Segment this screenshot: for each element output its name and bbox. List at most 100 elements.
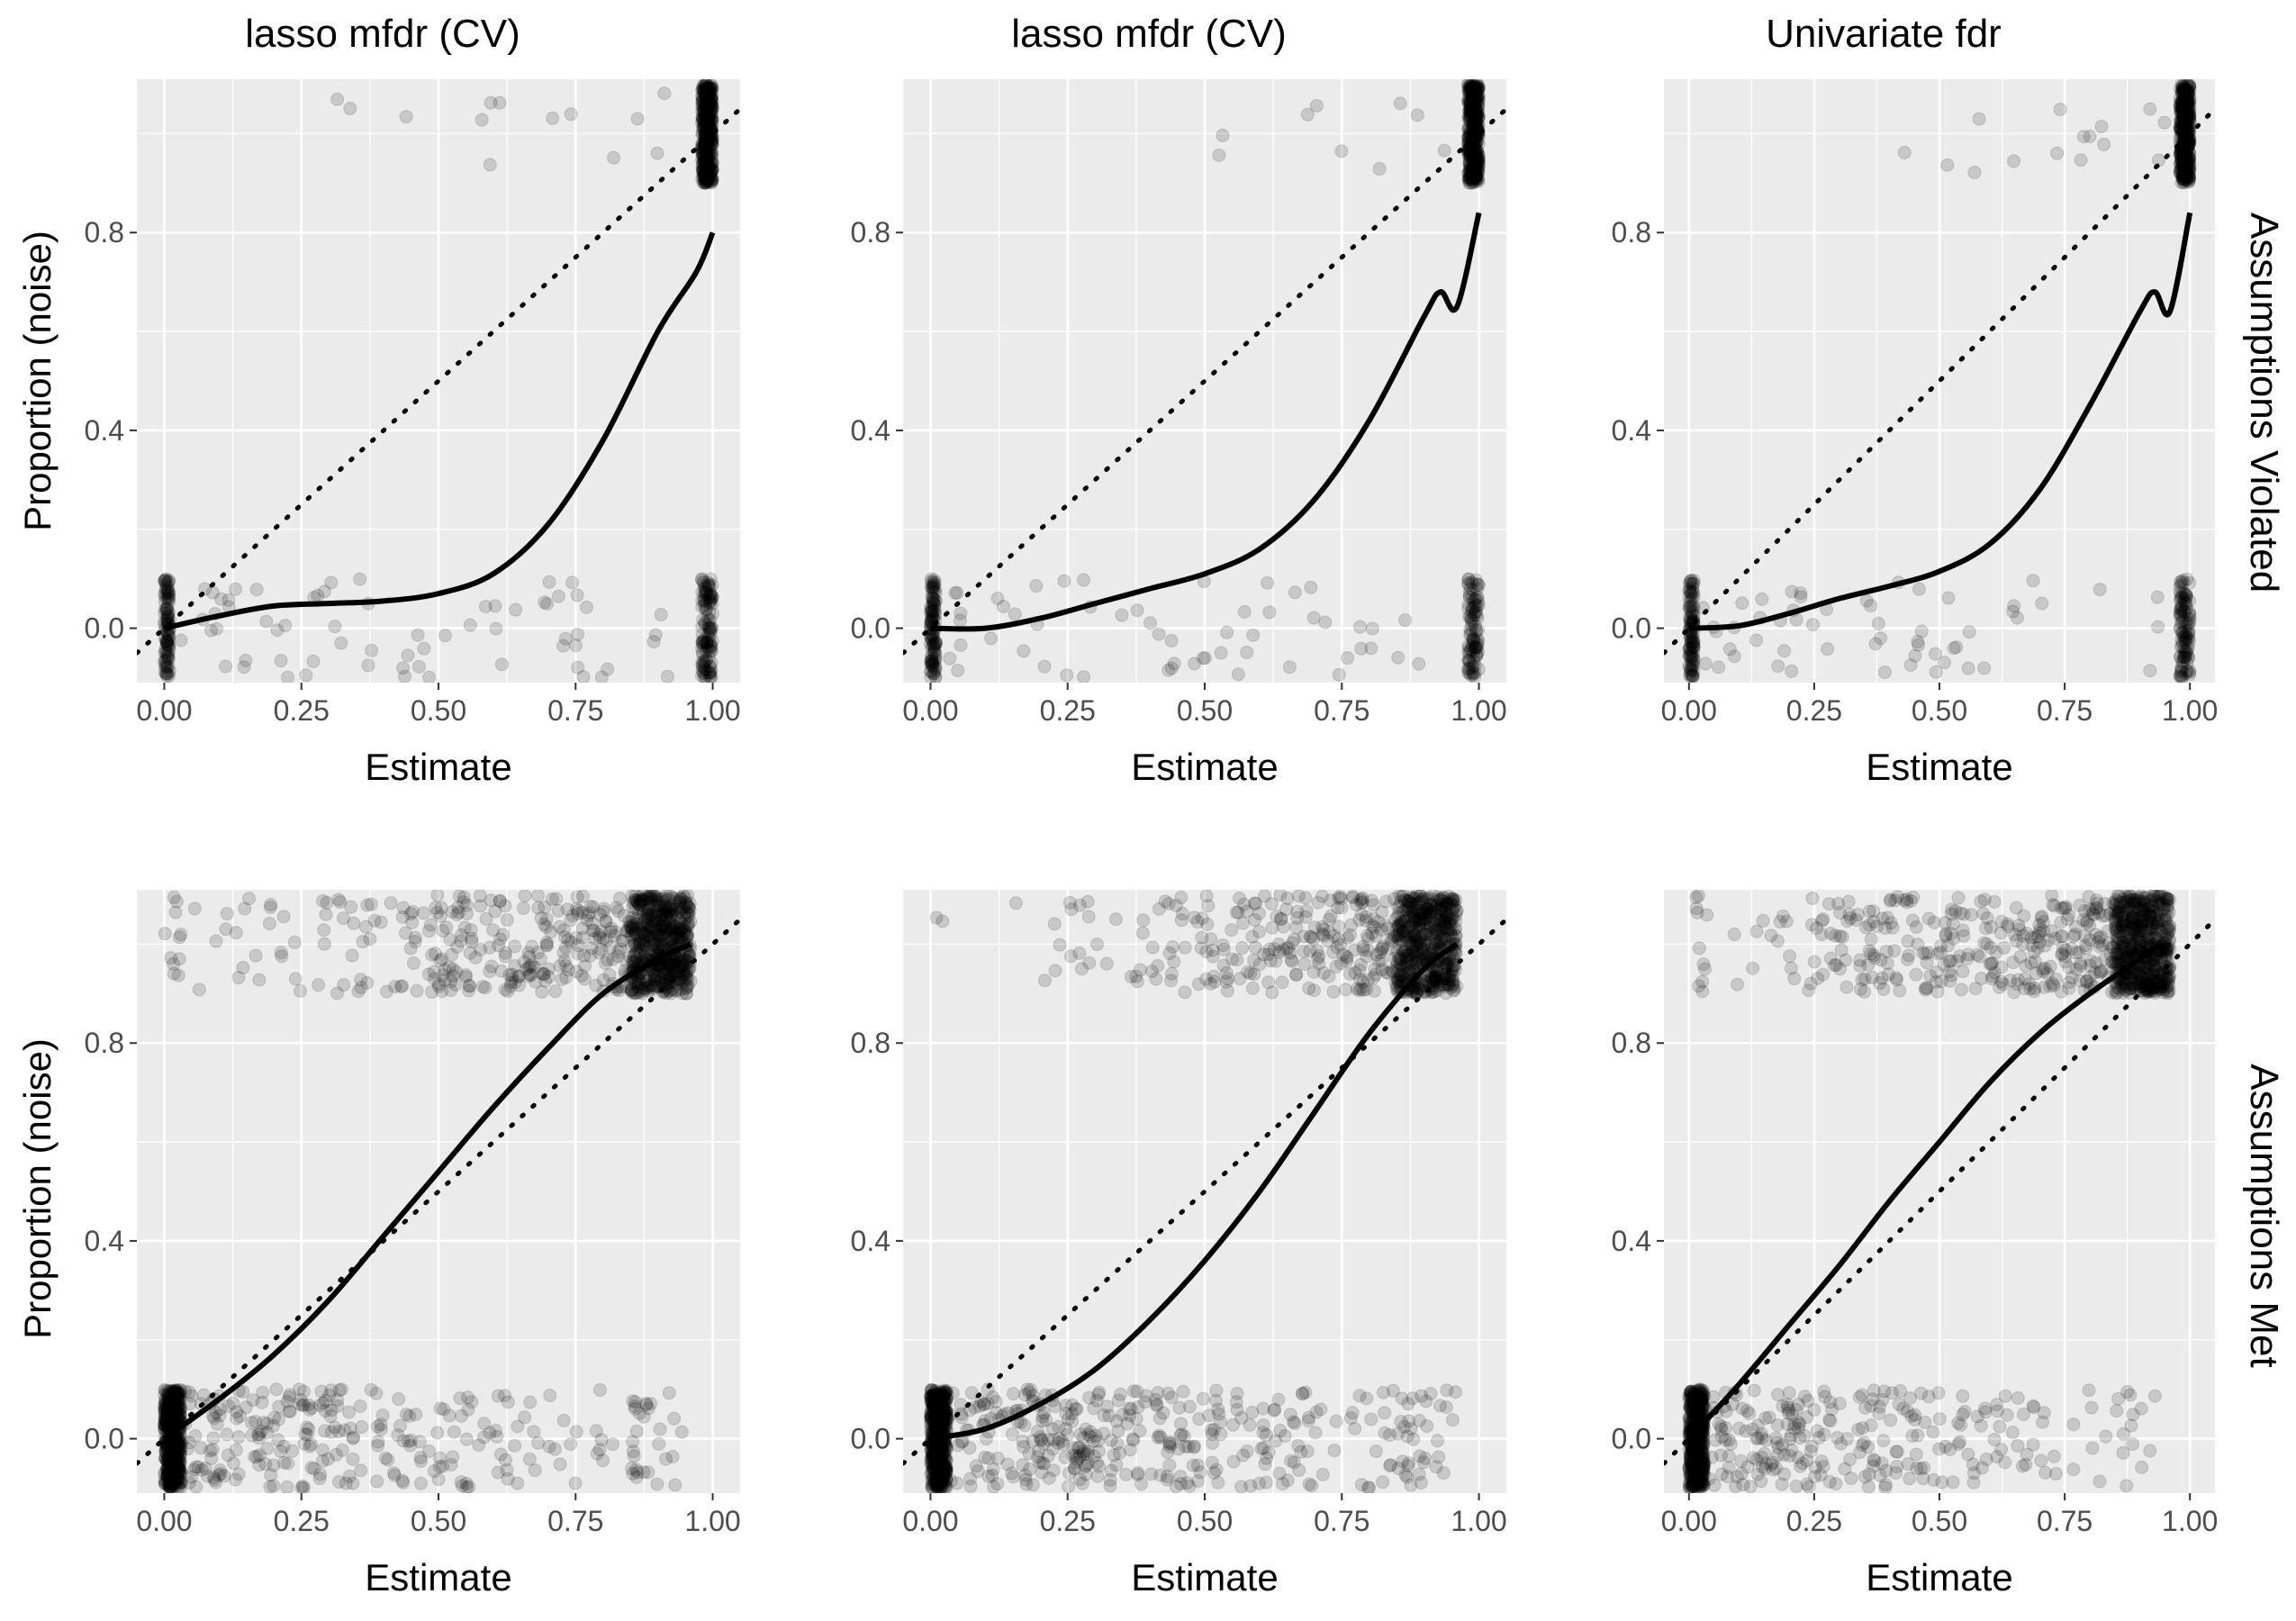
scatter-point (433, 910, 447, 924)
scatter-point (695, 112, 710, 126)
scatter-point (569, 964, 583, 979)
scatter-point (703, 137, 718, 151)
scatter-point (1469, 114, 1484, 129)
scatter-point (423, 918, 438, 932)
scatter-point (651, 921, 665, 936)
scatter-point (653, 1422, 667, 1436)
scatter-point (927, 639, 941, 654)
scatter-point (2176, 92, 2191, 106)
scatter-point (679, 906, 693, 920)
scatter-point (171, 1390, 185, 1405)
scatter-point (594, 1433, 609, 1447)
scatter-point (158, 1398, 173, 1412)
scatter-point (2174, 620, 2188, 635)
scatter-point (1468, 592, 1482, 606)
scatter-point (1461, 84, 1476, 98)
scatter-point (628, 926, 642, 940)
scatter-point (161, 1401, 176, 1416)
scatter-point (638, 904, 653, 919)
scatter-point (701, 577, 716, 592)
scatter-point (2178, 113, 2192, 127)
scatter-point (169, 1403, 184, 1417)
scatter-point (161, 1473, 176, 1488)
scatter-point (334, 1382, 348, 1397)
scatter-point (701, 151, 716, 166)
scatter-point (160, 1468, 175, 1482)
scatter-point (703, 157, 718, 171)
scatter-points (157, 79, 720, 683)
scatter-point (1682, 590, 1696, 604)
scatter-point (1469, 169, 1483, 184)
scatter-point (2182, 626, 2196, 640)
scatter-point (1469, 608, 1484, 622)
scatter-point (1465, 86, 1479, 101)
scatter-point (1130, 603, 1144, 618)
scatter-point (194, 1441, 208, 1455)
scatter-point (171, 1465, 185, 1480)
scatter-point (158, 574, 172, 588)
scatter-point (160, 1442, 175, 1456)
scatter-point (1057, 574, 1071, 588)
scatter-point (700, 639, 714, 654)
scatter-point (1467, 614, 1481, 629)
scatter-point (571, 946, 585, 961)
scatter-point (927, 640, 942, 655)
scatter-point (162, 1477, 176, 1491)
scatter-point (267, 1418, 281, 1433)
scatter-point (551, 589, 565, 603)
scatter-point (1465, 165, 1479, 179)
scatter-point (166, 1450, 180, 1464)
scatter-point (1897, 145, 1912, 159)
scatter-point (2173, 145, 2187, 159)
scatter-point (160, 1466, 175, 1481)
scatter-point (509, 602, 523, 617)
scatter-point (699, 94, 713, 108)
scatter-point (2174, 168, 2189, 182)
scatter-point (1470, 611, 1485, 625)
scatter-point (491, 1389, 505, 1403)
scatter-point (635, 981, 649, 995)
scatter-point (694, 152, 709, 167)
scatter-point (2180, 172, 2194, 186)
scatter-point (704, 644, 719, 658)
scatter-point (1471, 111, 1486, 125)
scatter-point (701, 575, 715, 590)
scatter-point (704, 98, 719, 113)
scatter-point (705, 137, 719, 151)
scatter-point (701, 86, 716, 100)
scatter-point (438, 963, 452, 977)
scatter-point (642, 892, 656, 906)
scatter-point (668, 926, 682, 940)
scatter-point (696, 155, 710, 169)
scatter-point (701, 627, 715, 641)
scatter-point (331, 1425, 346, 1439)
scatter-point (646, 898, 661, 912)
scatter-point (461, 1390, 475, 1405)
scatter-point (1126, 1384, 1141, 1399)
scatter-point (1929, 665, 1943, 679)
scatter-point (221, 1399, 236, 1414)
scatter-point (456, 890, 471, 904)
scatter-point (699, 653, 713, 667)
scatter-point (670, 929, 684, 944)
scatter-point (565, 909, 580, 923)
scatter-point (2180, 116, 2194, 131)
scatter-point (1685, 658, 1699, 673)
scatter-point (2174, 101, 2188, 115)
scatter-point (927, 577, 941, 592)
scatter-point (163, 1453, 177, 1467)
scatter-point (928, 593, 943, 608)
scatter-point (318, 1404, 332, 1418)
scatter-point (164, 1443, 178, 1457)
scatter-point (170, 1458, 185, 1472)
scatter-point (173, 1438, 187, 1453)
scatter-point (438, 629, 452, 643)
scatter-point (1463, 94, 1478, 108)
scatter-point (1686, 669, 1700, 683)
scatter-point (626, 1444, 640, 1459)
scatter-point (161, 606, 176, 620)
scatter-point (364, 897, 378, 911)
scatter-point (925, 606, 939, 620)
scatter-point (161, 1390, 176, 1404)
scatter-point (236, 1385, 250, 1399)
